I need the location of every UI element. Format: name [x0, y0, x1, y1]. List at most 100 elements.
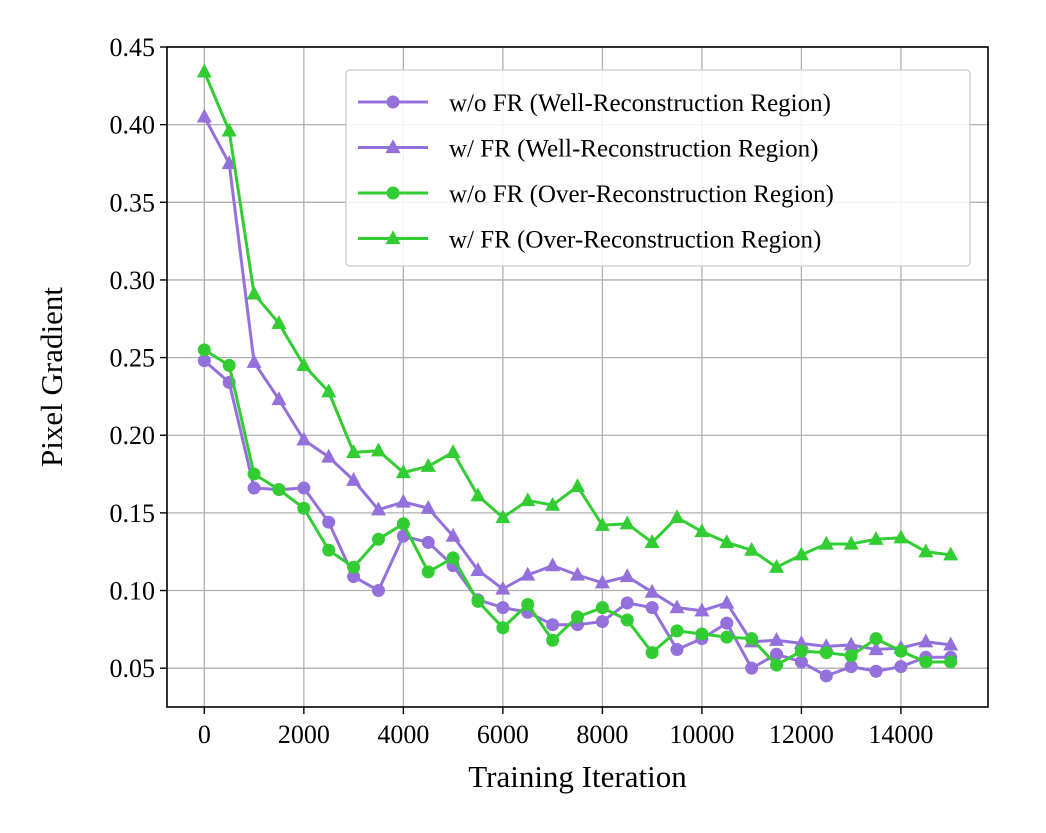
y-tick-label: 0.40: [110, 111, 156, 140]
x-tick-label: 2000: [278, 720, 330, 749]
data-point: [196, 63, 212, 78]
data-point: [246, 285, 262, 300]
data-point: [720, 630, 734, 644]
data-point: [347, 570, 361, 584]
data-point: [694, 602, 710, 617]
data-point: [868, 531, 884, 545]
data-point: [570, 566, 585, 581]
data-point: [793, 546, 809, 561]
data-point: [794, 655, 808, 669]
legend-swatch-marker: [386, 186, 400, 200]
data-point: [819, 669, 833, 683]
data-point: [694, 523, 710, 538]
data-point: [620, 613, 634, 627]
series-1: [197, 354, 958, 683]
data-point: [321, 383, 337, 398]
data-point: [520, 492, 536, 507]
y-tick-label: 0.45: [110, 33, 156, 62]
data-point: [247, 467, 261, 481]
legend-label: w/o FR (Over-Reconstruction Region): [449, 181, 834, 208]
x-tick-label: 12000: [769, 720, 834, 749]
data-point: [819, 646, 833, 660]
data-point: [619, 568, 635, 583]
data-point: [645, 646, 659, 660]
data-point: [221, 155, 237, 170]
data-point: [495, 509, 511, 524]
legend-item-3: w/o FR (Over-Reconstruction Region): [358, 181, 834, 208]
data-point: [395, 464, 411, 479]
series-4: [196, 63, 959, 573]
data-point: [918, 543, 934, 558]
y-tick-label: 0.35: [110, 188, 156, 217]
legend-swatch-marker: [386, 95, 400, 109]
data-point: [496, 601, 510, 615]
data-point: [346, 444, 362, 458]
data-point: [395, 493, 411, 508]
legend: w/o FR (Well-Reconstruction Region) w/ FR…: [345, 69, 971, 267]
data-point: [893, 529, 909, 544]
data-point: [496, 621, 510, 635]
x-tick-label: 0: [198, 720, 211, 749]
legend-swatch-marker: [385, 230, 401, 245]
data-point: [794, 644, 808, 658]
y-axis-label: Pixel Gradient: [34, 287, 69, 467]
data-point: [545, 557, 561, 572]
x-tick-label: 14000: [868, 720, 933, 749]
data-point: [745, 632, 759, 646]
data-point: [670, 624, 684, 638]
data-point: [222, 358, 236, 372]
x-tick-label: 4000: [377, 720, 429, 749]
data-point: [446, 551, 460, 565]
data-point: [894, 644, 908, 658]
data-point: [793, 635, 809, 649]
legend-label: w/o FR (Well-Reconstruction Region): [449, 90, 831, 117]
data-point: [869, 664, 883, 678]
data-point: [570, 478, 585, 493]
data-point: [644, 534, 660, 549]
data-point: [843, 535, 859, 550]
data-point: [670, 643, 684, 657]
data-point: [770, 647, 784, 661]
data-point: [745, 661, 759, 675]
data-point: [894, 660, 908, 674]
data-point: [869, 632, 883, 646]
data-point: [546, 633, 560, 647]
data-point: [322, 543, 336, 557]
y-tick-label: 0.15: [110, 499, 156, 528]
data-point: [695, 627, 709, 641]
x-tick-label: 8000: [576, 720, 628, 749]
y-tick-label: 0.20: [110, 421, 156, 450]
data-point: [471, 594, 485, 608]
data-point: [271, 315, 287, 330]
data-point: [769, 558, 785, 573]
data-point: [421, 565, 435, 579]
data-point: [297, 481, 311, 495]
data-point: [197, 343, 211, 357]
data-point: [396, 517, 410, 531]
data-point: [619, 515, 635, 530]
data-point: [944, 655, 958, 669]
data-point: [594, 574, 610, 589]
legend-label: w/ FR (Over-Reconstruction Region): [449, 227, 821, 254]
data-point: [445, 527, 461, 542]
x-tick-label: 6000: [477, 720, 529, 749]
data-point: [844, 649, 858, 663]
legend-swatch-marker: [385, 139, 401, 154]
legend-item-1: w/o FR (Well-Reconstruction Region): [358, 90, 831, 117]
legend-box: [345, 69, 971, 267]
data-point: [296, 431, 312, 446]
data-point: [644, 583, 660, 598]
data-point: [420, 499, 436, 514]
data-point: [421, 535, 435, 549]
data-point: [943, 546, 959, 561]
legend-item-4: w/ FR (Over-Reconstruction Region): [358, 227, 821, 254]
legend-item-2: w/ FR (Well-Reconstruction Region): [358, 136, 818, 163]
data-point: [571, 610, 584, 624]
data-point: [321, 448, 337, 463]
data-point: [669, 599, 685, 614]
x-tick-label: 10000: [669, 720, 734, 749]
data-point: [546, 618, 560, 632]
data-point: [297, 501, 311, 515]
data-point: [371, 532, 385, 546]
